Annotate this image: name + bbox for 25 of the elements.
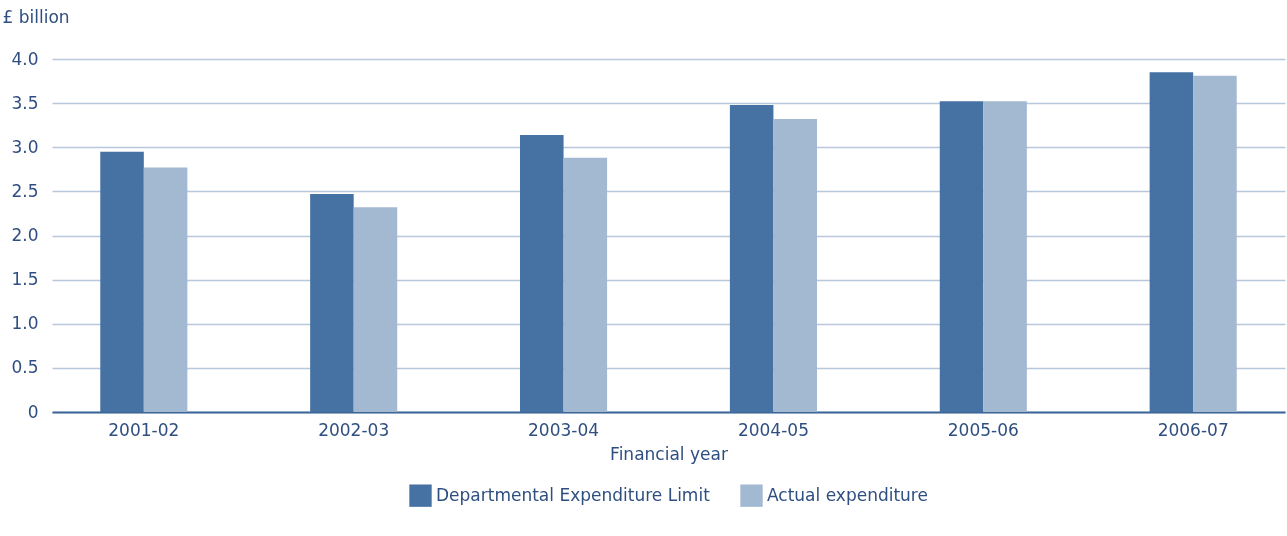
bar	[563, 157, 608, 412]
bar	[773, 119, 817, 412]
y-tick-label: 0.5	[11, 357, 39, 378]
x-tick-label: 2006-07	[1157, 419, 1229, 440]
x-tick-label: 2002-03	[318, 419, 390, 440]
y-tick-label: 2.0	[11, 225, 39, 245]
bar	[353, 207, 398, 412]
y-tick-label: 1.0	[11, 313, 39, 334]
y-axis-title: £ billion	[2, 6, 70, 27]
y-tick-label: 4.0	[11, 48, 39, 69]
bar	[983, 101, 1027, 412]
x-tick-label: 2004-05	[737, 419, 809, 440]
legend-label: Departmental Expenditure Limit	[436, 484, 711, 505]
x-tick-label: 2003-04	[528, 419, 600, 440]
y-tick-label: 1.5	[11, 269, 39, 290]
y-tick-label: 3.5	[11, 92, 39, 113]
y-tick-label: 3.0	[11, 136, 39, 157]
x-tick-label: 2001-02	[108, 419, 180, 440]
bar	[1193, 75, 1237, 412]
y-tick-label: 0	[27, 401, 39, 422]
y-tick-label: 2.5	[11, 180, 39, 201]
legend-label: Actual expenditure	[767, 484, 928, 505]
x-axis-title: Financial year	[610, 443, 728, 464]
bar	[143, 167, 188, 412]
x-tick-label: 2005-06	[947, 419, 1019, 440]
